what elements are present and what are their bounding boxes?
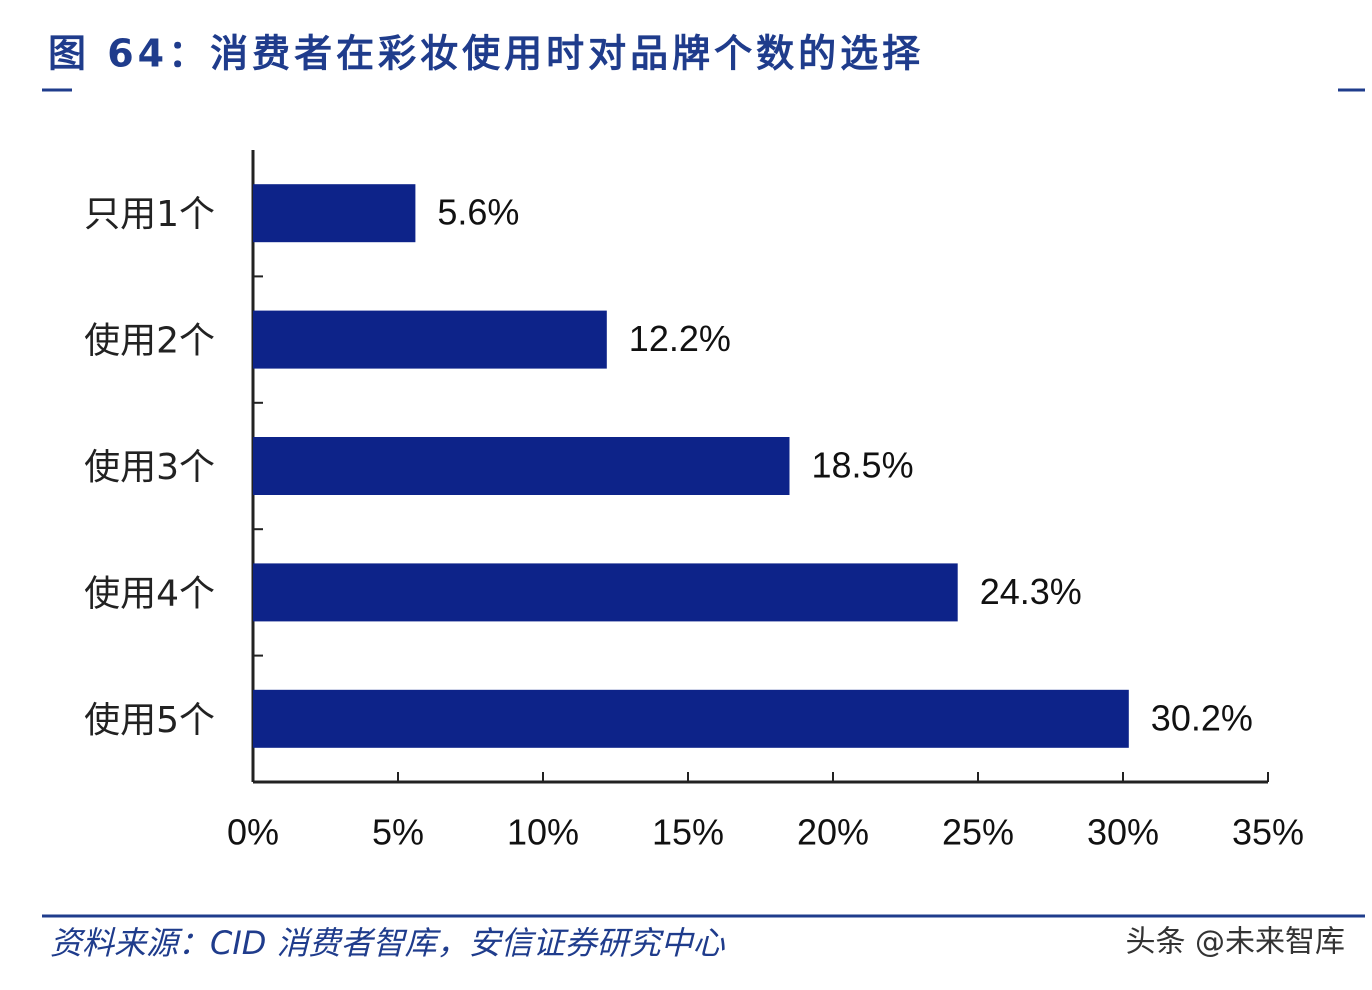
value-label: 5.6% bbox=[437, 192, 519, 233]
bar bbox=[253, 437, 790, 495]
x-tick-label: 25% bbox=[942, 812, 1014, 853]
y-tick-label: 使用4个 bbox=[84, 573, 215, 614]
chart-title: 图 64：消费者在彩妆使用时对品牌个数的选择 bbox=[48, 32, 924, 76]
x-tick-label: 35% bbox=[1232, 812, 1304, 853]
y-tick-label: 使用5个 bbox=[84, 700, 215, 741]
value-label: 30.2% bbox=[1151, 697, 1253, 738]
bar bbox=[253, 689, 1129, 748]
x-tick-label: 20% bbox=[797, 812, 869, 853]
y-tick-label: 只用1个 bbox=[84, 194, 215, 235]
source: 资料来源：CID 消费者智库，安信证券研究中心 bbox=[50, 924, 726, 962]
x-tick-label: 5% bbox=[372, 812, 424, 853]
x-tick-label: 30% bbox=[1087, 812, 1159, 853]
x-tick-label: 10% bbox=[507, 812, 579, 853]
bar bbox=[253, 184, 416, 243]
y-tick-label: 使用2个 bbox=[84, 321, 215, 362]
y-tick-label: 使用3个 bbox=[84, 447, 215, 488]
value-label: 18.5% bbox=[812, 445, 914, 486]
bar bbox=[253, 563, 958, 622]
value-label: 24.3% bbox=[980, 571, 1082, 612]
value-label: 12.2% bbox=[629, 318, 731, 359]
x-tick-label: 0% bbox=[227, 812, 279, 853]
x-tick-label: 15% bbox=[652, 812, 724, 853]
bar bbox=[253, 310, 607, 369]
watermark: 头条 @未来智库 bbox=[1125, 925, 1345, 960]
